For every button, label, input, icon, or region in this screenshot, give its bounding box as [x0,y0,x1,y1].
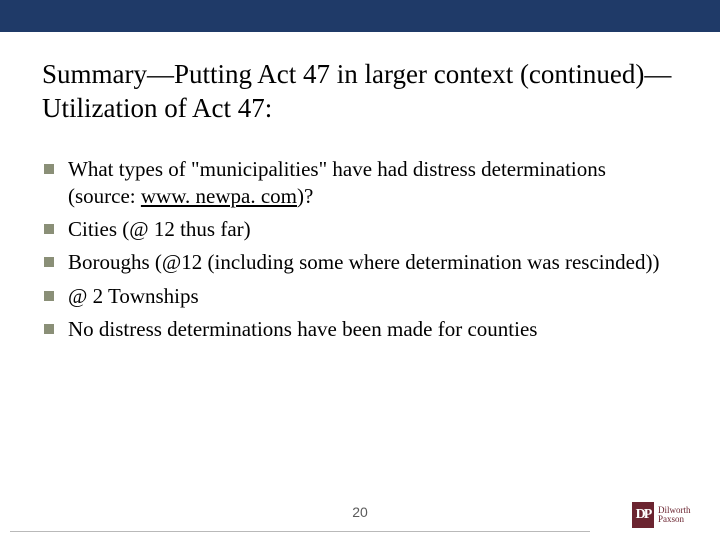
slide-content: Summary—Putting Act 47 in larger context… [0,32,720,343]
slide-number: 20 [0,504,720,520]
slide-title: Summary—Putting Act 47 in larger context… [42,58,678,126]
square-bullet-icon [44,224,54,234]
top-accent-bar [0,0,720,32]
square-bullet-icon [44,291,54,301]
list-item: What types of "municipalities" have had … [68,156,678,211]
bullet-text: No distress determinations have been mad… [68,317,537,341]
logo-initials: DP [632,502,654,528]
bullet-text: @ 2 Townships [68,284,199,308]
footer-divider [10,531,590,532]
square-bullet-icon [44,257,54,267]
bullet-text: Boroughs (@12 (including some where dete… [68,250,659,274]
source-link[interactable]: www. newpa. com [141,184,297,208]
list-item: Cities (@ 12 thus far) [68,216,678,243]
list-item: No distress determinations have been mad… [68,316,678,343]
square-bullet-icon [44,324,54,334]
logo-text: Dilworth Paxson [658,506,691,525]
list-item: @ 2 Townships [68,283,678,310]
brand-logo: DP Dilworth Paxson [632,498,706,532]
bullet-list: What types of "municipalities" have had … [42,156,678,344]
square-bullet-icon [44,164,54,174]
bullet-text-tail: )? [297,184,313,208]
bullet-text: Cities (@ 12 thus far) [68,217,251,241]
slide: Summary—Putting Act 47 in larger context… [0,0,720,540]
list-item: Boroughs (@12 (including some where dete… [68,249,678,276]
logo-line2: Paxson [658,515,691,524]
